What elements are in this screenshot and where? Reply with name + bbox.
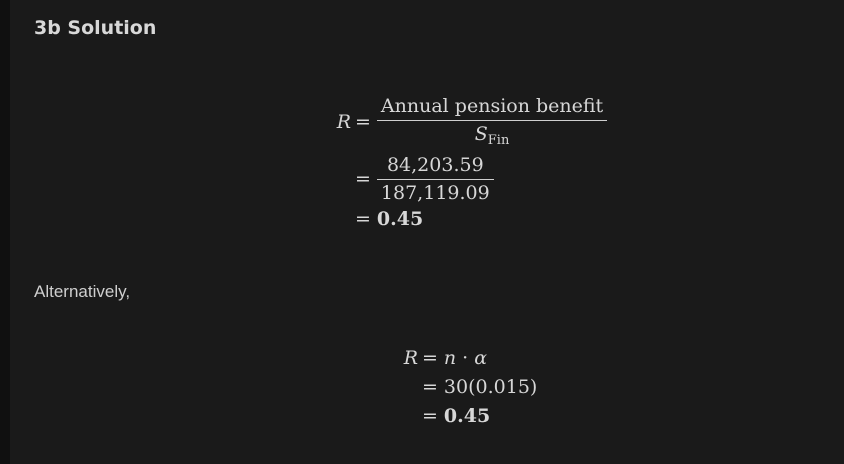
numeric-expression: 30(0.015) — [443, 376, 538, 398]
equation-block-accrual: R = n · α = 30(0.015) = 0.45 — [370, 344, 538, 431]
denominator: SFin — [471, 121, 514, 148]
equation-line-2: = 30(0.015) — [370, 373, 537, 402]
salary-variable: S — [474, 123, 488, 145]
equation-line-2: = 84,203.59 187,119.09 — [301, 152, 607, 206]
lhs-variable: R — [403, 347, 418, 369]
numerator: Annual pension benefit — [380, 95, 604, 117]
fraction-numeric: 84,203.59 187,119.09 — [376, 153, 494, 204]
alternatively-text: Alternatively, — [34, 282, 131, 301]
fraction-benefit-over-salary: Annual pension benefit SFin — [376, 95, 608, 148]
equation-block-ratio: R = Annual pension benefit SFin = 84,203… — [301, 92, 608, 232]
result-value: 0.45 — [443, 405, 491, 427]
section-heading: 3b Solution — [34, 17, 157, 39]
equals-sign: = — [422, 405, 438, 427]
equals-sign: = — [355, 207, 371, 230]
denominator: 187,119.09 — [380, 181, 490, 204]
accrual-rate-variable: α — [474, 347, 488, 369]
salary-subscript: Fin — [487, 133, 510, 148]
equation-line-1: R = n · α — [370, 344, 537, 373]
years-variable: n — [443, 347, 457, 369]
fraction-bar — [376, 178, 494, 180]
equation-line-1: R = Annual pension benefit SFin — [301, 92, 608, 152]
equals-sign: = — [422, 347, 438, 369]
lhs-variable: R — [336, 110, 351, 133]
equals-sign: = — [422, 376, 438, 398]
equals-sign: = — [355, 167, 371, 190]
multiply-dot: · — [462, 347, 469, 369]
result-value: 0.45 — [376, 207, 424, 230]
equals-sign: = — [355, 110, 371, 133]
numerator: 84,203.59 — [386, 153, 484, 176]
equation-line-3: = 0.45 — [301, 206, 607, 232]
fraction-bar — [376, 120, 608, 121]
equation-line-3: = 0.45 — [370, 402, 537, 431]
